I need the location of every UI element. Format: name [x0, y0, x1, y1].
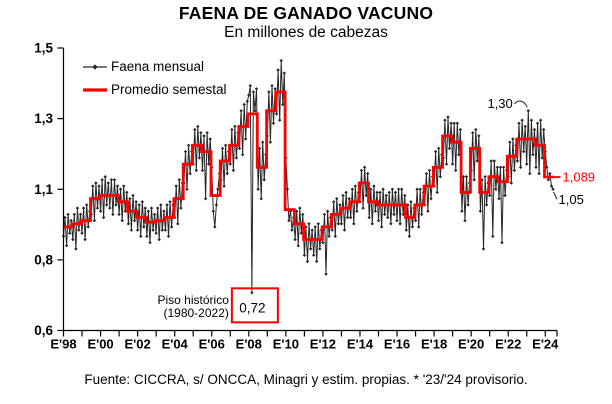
x-axis-tick-label: E'20	[458, 337, 484, 352]
x-axis-tick-label: E'98	[50, 337, 76, 352]
historic-low-title: Piso histórico	[158, 293, 230, 307]
x-axis-tick-label: E'04	[162, 337, 189, 352]
y-axis-tick-label: 0,8	[34, 252, 53, 267]
x-axis-tick-label: E'16	[384, 337, 410, 352]
x-axis-tick-label: E'24	[532, 337, 559, 352]
monthly-line-swatch-icon	[83, 63, 107, 70]
semester-line-swatch-icon	[83, 87, 107, 92]
x-axis-tick-label: E'22	[495, 337, 521, 352]
x-axis-tick-label: E'12	[310, 337, 336, 352]
x-axis-tick-label: E'18	[421, 337, 447, 352]
last-month-annotation-label: 1,05	[559, 192, 584, 207]
legend-item-promedio-semestal: Promedio semestal	[82, 78, 227, 101]
historic-low-subtitle: (1980-2022)	[163, 306, 228, 320]
x-axis-tick-label: E'06	[199, 337, 225, 352]
legend-label-promedio-semestal: Promedio semestal	[111, 82, 227, 97]
chart-title: FAENA DE GANADO VACUNO	[178, 3, 434, 23]
x-axis-tick-label: E'08	[236, 337, 262, 352]
y-axis-tick-label: 1,5	[34, 41, 53, 56]
x-axis-tick-label: E'02	[125, 337, 151, 352]
chart-subtitle: En millones de cabezas	[224, 24, 388, 41]
historic-low-value: 0,72	[239, 300, 265, 315]
legend: Faena mensual Promedio semestal	[82, 55, 227, 101]
source-note: Fuente: CICCRA, s/ ONCCA, Minagri y esti…	[84, 372, 528, 387]
y-axis-tick-label: 0,6	[34, 323, 53, 338]
historic-low-box-fill	[231, 288, 278, 323]
y-axis-tick-label: 1,3	[34, 111, 53, 126]
last-average-annotation-label: 1,089	[563, 170, 596, 185]
semester-average-line	[62, 90, 554, 241]
y-axis-tick-label: 1,1	[34, 182, 53, 197]
peak-annotation-leader	[513, 100, 528, 108]
last-month-leader	[553, 191, 558, 200]
x-axis-tick-label: E'14	[347, 337, 374, 352]
x-axis-tick-label: E'10	[273, 337, 299, 352]
historic-low-box	[230, 287, 279, 324]
peak-annotation-label: 1,30	[487, 96, 512, 111]
legend-item-faena-mensual: Faena mensual	[82, 55, 227, 78]
legend-label-faena-mensual: Faena mensual	[111, 59, 205, 74]
x-axis-tick-label: E'00	[87, 337, 113, 352]
